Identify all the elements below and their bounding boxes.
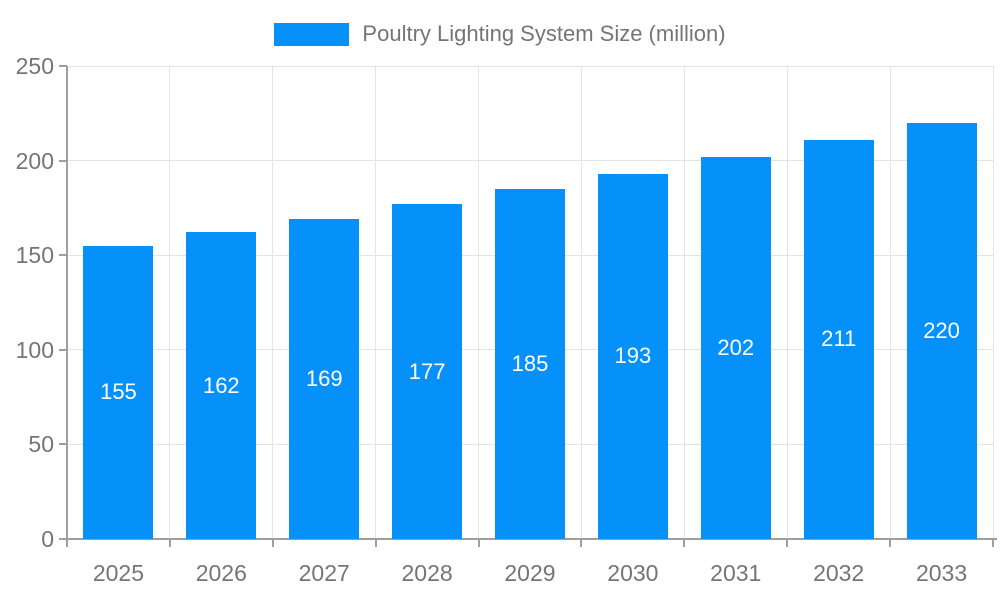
y-axis-tick — [59, 159, 67, 162]
bar-value-label: 177 — [408, 358, 446, 384]
y-axis-tick — [59, 254, 67, 257]
y-axis-tick — [59, 348, 67, 351]
chart-legend-item[interactable]: Poultry Lighting System Size (million) — [0, 21, 1000, 47]
y-axis-tick — [59, 65, 67, 67]
y-axis-line — [66, 66, 68, 547]
x-axis-tick-label: 2029 — [504, 560, 556, 586]
bar-value-label: 155 — [100, 379, 137, 405]
bar-value-label: 162 — [202, 372, 240, 398]
x-axis-tick-label: 2026 — [195, 560, 247, 586]
bar-2030[interactable] — [597, 173, 668, 539]
y-axis-tick-label: 50 — [28, 431, 54, 458]
h-gridline — [67, 65, 993, 67]
bar-value-label: 211 — [821, 326, 857, 352]
v-gridline — [786, 66, 788, 539]
x-axis-tick-label: 2027 — [298, 560, 350, 586]
x-axis-tick-label: 2028 — [401, 560, 453, 586]
bar-2032[interactable] — [803, 139, 874, 539]
bar-value-label: 193 — [614, 343, 652, 369]
bar-2033[interactable] — [906, 122, 977, 539]
x-axis-tick — [374, 539, 377, 547]
x-axis-tick — [168, 539, 171, 547]
h-gridline — [67, 160, 993, 162]
bar-value-label: 220 — [923, 317, 960, 343]
y-axis-tick-label: 250 — [15, 53, 54, 79]
v-gridline — [580, 66, 582, 539]
bar-value-label: 202 — [717, 334, 755, 360]
x-axis-tick — [889, 539, 892, 547]
x-axis-tick — [683, 539, 686, 547]
legend-swatch — [274, 22, 350, 46]
bar-2028[interactable] — [392, 204, 463, 539]
v-gridline — [683, 66, 685, 539]
x-axis-tick — [580, 539, 583, 547]
bar-2025[interactable] — [83, 245, 154, 539]
x-axis-tick-label: 2032 — [813, 560, 865, 586]
x-axis-tick-label: 2030 — [607, 560, 659, 586]
x-axis-tick-label: 2033 — [915, 560, 968, 586]
bar-2031[interactable] — [700, 156, 771, 539]
legend-label: Poultry Lighting System Size (million) — [362, 21, 726, 46]
y-axis-tick-label: 150 — [15, 242, 54, 269]
x-axis-tick-label: 2025 — [92, 560, 145, 586]
v-gridline — [272, 66, 274, 539]
y-axis-tick-label: 200 — [15, 147, 54, 174]
x-axis-tick — [66, 539, 68, 547]
x-axis-tick-label: 2031 — [710, 560, 762, 586]
bar-2029[interactable] — [495, 188, 565, 539]
bar-2027[interactable] — [289, 219, 360, 539]
x-axis-tick — [992, 539, 994, 547]
y-axis-tick-label: 100 — [15, 336, 54, 363]
v-gridline — [889, 66, 891, 539]
x-axis-line — [59, 538, 997, 540]
y-axis-tick — [59, 443, 67, 446]
x-axis-tick — [477, 539, 480, 547]
x-axis-tick — [786, 539, 789, 547]
v-gridline — [478, 66, 480, 539]
v-gridline — [169, 66, 171, 539]
x-axis-tick — [271, 539, 274, 547]
v-gridline — [375, 66, 377, 539]
v-gridline — [992, 66, 994, 539]
bar-value-label: 169 — [305, 366, 343, 392]
bar-value-label: 185 — [511, 350, 549, 376]
bar-2026[interactable] — [186, 232, 257, 539]
y-axis-tick — [59, 538, 67, 540]
y-axis-tick-label: 0 — [41, 526, 54, 552]
